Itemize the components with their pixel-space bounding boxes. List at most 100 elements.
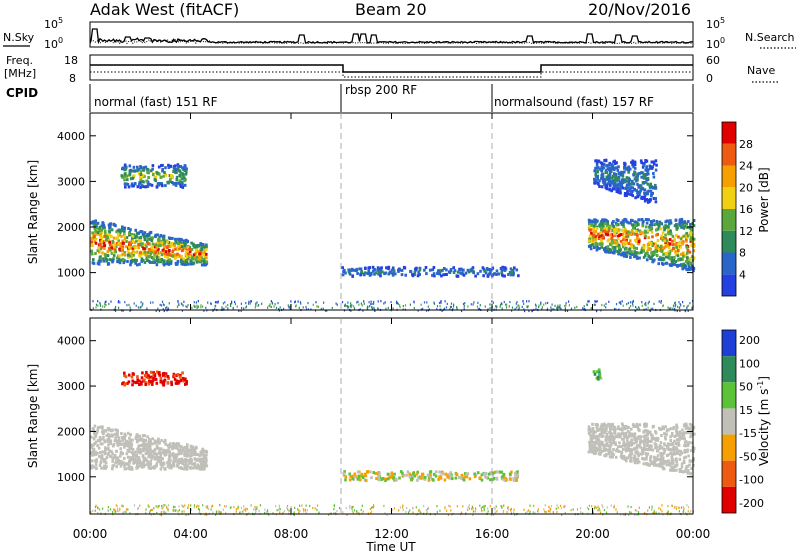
velocity-scatter-cell [564, 511, 566, 515]
velocity-scatter-cell [111, 459, 114, 463]
power-scatter-cell [156, 171, 159, 175]
power-scatter-cell [626, 303, 628, 306]
power-scatter-cell [103, 234, 107, 238]
velocity-scatter-cell [588, 427, 592, 431]
radar-title: Adak West (fitACF) [90, 0, 239, 19]
velocity-scatter-cell [237, 507, 239, 510]
velocity-scatter-cell [439, 509, 441, 512]
power-scatter-cell [97, 246, 100, 250]
power-scatter-cell [489, 306, 491, 310]
power-scatter-cell [611, 221, 614, 225]
velocity-scatter-cell [363, 474, 366, 478]
velocity-scatter-cell [130, 451, 134, 455]
velocity-scatter-cell [649, 459, 652, 462]
power-scatter-cell [687, 220, 690, 224]
velocity-scatter-cell [633, 432, 637, 436]
velocity-scatter-cell [556, 510, 558, 514]
freq-left-tick-top: 18 [64, 54, 78, 67]
power-scatter-cell [660, 300, 662, 303]
power-scatter-cell [605, 187, 609, 191]
velocity-scatter-cell [406, 470, 410, 474]
power-scatter-cell [108, 243, 112, 247]
power-scatter-cell [687, 263, 690, 267]
power-scatter-cell [637, 251, 641, 255]
velocity-scatter-cell [560, 507, 563, 510]
velocity-scatter-cell [162, 506, 164, 509]
power-scatter-cell [136, 185, 140, 189]
power-scatter-cell [123, 163, 127, 167]
velocity-scatter-cell [185, 464, 188, 468]
velocity-scatter-cell [129, 456, 132, 460]
power-scatter-cell [599, 242, 602, 246]
power-scatter-cell [659, 245, 663, 248]
velocity-scatter-cell [114, 436, 117, 440]
power-y-tick-label: 3000 [57, 175, 85, 188]
power-scatter-cell [341, 266, 344, 270]
velocity-scatter-cell [412, 511, 414, 514]
power-scatter-cell [152, 301, 154, 304]
power-scatter-cell [181, 183, 184, 187]
power-scatter-cell [167, 166, 171, 169]
power-scatter-cell [115, 305, 117, 309]
power-scatter-cell [592, 231, 596, 235]
power-scatter-cell [181, 185, 185, 189]
power-scatter-cell [179, 165, 183, 168]
velocity-scatter-cell [162, 461, 165, 465]
power-scatter-cell [613, 245, 617, 249]
power-scatter-cell [605, 177, 609, 181]
velocity-scatter-cell [605, 432, 609, 436]
power-scatter-cell [615, 223, 619, 227]
velocity-scatter-cell [144, 442, 147, 446]
velocity-scatter-cell [161, 457, 164, 461]
velocity-scatter-cell [512, 478, 516, 482]
velocity-scatter-cell [145, 370, 148, 374]
power-scatter-cell [647, 306, 649, 309]
power-scatter-cell [449, 268, 453, 271]
power-scatter-cell [154, 251, 158, 254]
power-scatter-cell [675, 233, 678, 237]
velocity-scatter-cell [473, 475, 477, 479]
velocity-scatter-cell [665, 433, 668, 437]
velocity-scatter-cell [532, 512, 534, 515]
velocity-scatter-cell [613, 504, 615, 507]
power-scatter-cell [513, 266, 516, 270]
velocity-scatter-cell [303, 510, 305, 513]
velocity-scatter-cell [193, 447, 197, 451]
velocity-scatter-cell [669, 468, 673, 472]
power-scatter-cell [290, 300, 292, 303]
power-scatter-cell [625, 185, 629, 189]
velocity-scatter-cell [255, 511, 257, 514]
velocity-scatter-cell [688, 463, 691, 467]
power-scatter-cell [668, 242, 672, 246]
power-scatter-cell [647, 236, 650, 240]
power-scatter-cell [105, 235, 108, 238]
velocity-scatter-cell [629, 510, 631, 514]
power-scatter-cell [647, 218, 650, 222]
velocity-scatter-cell [398, 476, 401, 480]
velocity-scatter-cell [119, 464, 123, 468]
velocity-scatter-cell [149, 511, 151, 514]
velocity-scatter-cell [548, 505, 550, 508]
power-scatter-cell [482, 274, 485, 278]
power-scatter-cell [689, 302, 691, 305]
power-scatter-cell [664, 233, 667, 237]
velocity-scatter-cell [201, 447, 204, 451]
power-scatter-cell [556, 306, 558, 309]
power-scatter-cell [684, 264, 687, 268]
velocity-scatter-cell [686, 504, 688, 507]
velocity-scatter-cell [439, 474, 443, 478]
power-scatter-cell [159, 260, 163, 264]
velocity-scatter-cell [630, 505, 632, 509]
power-scatter-cell [160, 182, 164, 186]
velocity-scatter-cell [130, 442, 133, 446]
power-scatter-cell [630, 305, 632, 308]
power-scatter-cell [158, 241, 161, 245]
power-scatter-cell [452, 271, 456, 274]
power-scatter-cell [594, 173, 597, 177]
power-scatter-cell [633, 232, 637, 236]
velocity-scatter-cell [651, 448, 654, 452]
velocity-scatter-cell [333, 508, 335, 511]
power-scatter-cell [588, 245, 592, 249]
power-scatter-cell [640, 161, 643, 165]
velocity-scatter-cell [612, 427, 615, 431]
